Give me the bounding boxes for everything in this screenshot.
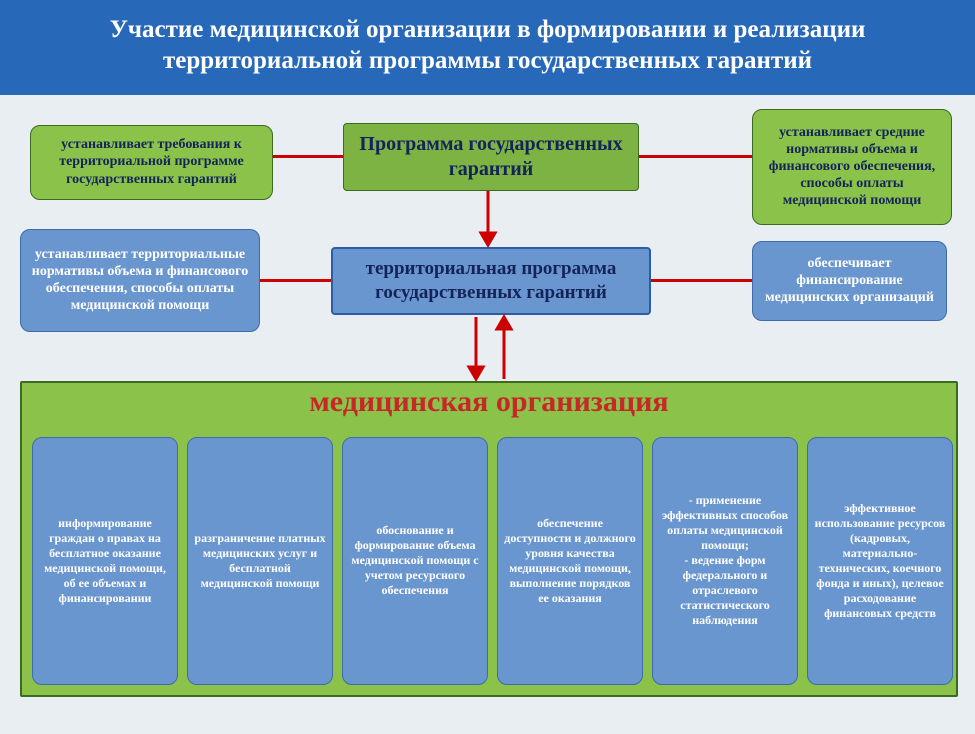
bottom-box: - применение эффективных способов оплаты… xyxy=(652,437,798,685)
node-right-top: устанавливает средние нормативы объема и… xyxy=(752,109,952,225)
med-org-title: медицинская организация xyxy=(20,385,958,429)
connector-line xyxy=(273,155,343,158)
bottom-box: обеспечение доступности и должного уровн… xyxy=(497,437,643,685)
node-text: территориальная программа государственны… xyxy=(343,257,639,303)
node-text: устанавливает средние нормативы объема и… xyxy=(763,124,941,209)
bottom-box: обоснование и формирование объема медици… xyxy=(342,437,488,685)
title-bar: Участие медицинской организации в формир… xyxy=(0,0,975,95)
node-program-guarantees: Программа государственных гарантий xyxy=(343,123,639,191)
node-left-top: устанавливает требования к территориальн… xyxy=(30,125,273,200)
diagram-canvas: устанавливает требования к территориальн… xyxy=(0,95,975,713)
bottom-box: разграничение платных медицинских услуг … xyxy=(187,437,333,685)
arrow-down-icon xyxy=(480,191,496,245)
connector-line xyxy=(260,279,331,282)
arrow-up-icon xyxy=(496,317,512,379)
node-text: устанавливает территориальные нормативы … xyxy=(31,246,249,314)
page-title: Участие медицинской организации в формир… xyxy=(110,16,866,74)
bottom-box: эффективное использование ресурсов (кадр… xyxy=(807,437,953,685)
connector-line xyxy=(651,279,752,282)
bottom-box: информирование граждан о правах на беспл… xyxy=(32,437,178,685)
connector-line xyxy=(639,155,752,158)
node-text: медицинская организация xyxy=(309,385,668,418)
node-territorial-program: территориальная программа государственны… xyxy=(331,247,651,315)
node-text: обеспечивает финансирование медицинских … xyxy=(763,255,936,306)
node-right-mid: обеспечивает финансирование медицинских … xyxy=(752,241,947,321)
arrow-down-icon xyxy=(468,317,484,379)
node-left-mid: устанавливает территориальные нормативы … xyxy=(20,229,260,332)
node-text: устанавливает требования к территориальн… xyxy=(41,136,262,187)
node-text: Программа государственных гарантий xyxy=(354,132,628,181)
